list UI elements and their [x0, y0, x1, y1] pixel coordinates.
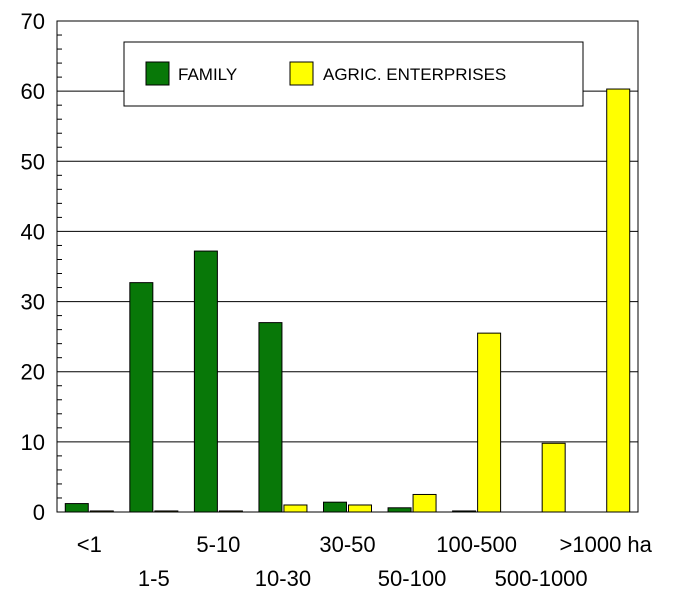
x-tick-label: 50-100 — [378, 566, 447, 589]
y-tick-label: 20 — [21, 360, 45, 385]
x-tick-label: <1 — [77, 532, 102, 557]
y-tick-label: 10 — [21, 430, 45, 455]
plot-frame — [56, 20, 639, 513]
bar-agric-enterprises — [541, 442, 566, 513]
x-tick-label: 5-10 — [196, 532, 240, 557]
bar-agric-enterprises — [606, 88, 631, 513]
minor-ticks — [57, 34, 62, 499]
y-tick-label: 60 — [21, 79, 45, 104]
y-tick-label: 0 — [33, 500, 45, 525]
legend-label-family: FAMILY — [178, 65, 237, 84]
bar-family — [387, 507, 412, 513]
bar-family — [64, 503, 89, 513]
y-tick-label: 40 — [21, 219, 45, 244]
x-tick-label: 1-5 — [138, 566, 170, 589]
bar-family — [323, 501, 347, 513]
legend: FAMILY AGRIC. ENTERPRISES — [123, 41, 584, 107]
bar-agric-enterprises — [477, 332, 502, 513]
x-tick-label: 500-1000 — [495, 566, 588, 589]
bar-family — [193, 250, 218, 513]
x-tick-label: 30-50 — [319, 532, 375, 557]
bar-agric-enterprises — [348, 504, 372, 513]
y-tick-label: 70 — [21, 9, 45, 34]
x-tick-label: 10-30 — [255, 566, 311, 589]
bar-family — [258, 322, 283, 513]
y-tick-label: 50 — [21, 149, 45, 174]
x-tick-label: >1000 ha — [560, 532, 653, 557]
bar-family — [129, 282, 154, 513]
x-tick-label: 100-500 — [436, 532, 517, 557]
bar-agric-enterprises — [283, 504, 308, 513]
bar-agric-enterprises — [412, 493, 437, 513]
bars — [64, 88, 631, 513]
y-tick-label: 30 — [21, 290, 45, 315]
legend-swatch-agric-enterprises — [289, 61, 314, 86]
legend-box — [123, 41, 584, 107]
y-axis-labels: 0 10 20 30 40 50 60 70 — [21, 9, 45, 525]
legend-swatch-family — [145, 61, 170, 86]
legend-label-agric-enterprises: AGRIC. ENTERPRISES — [323, 65, 506, 84]
